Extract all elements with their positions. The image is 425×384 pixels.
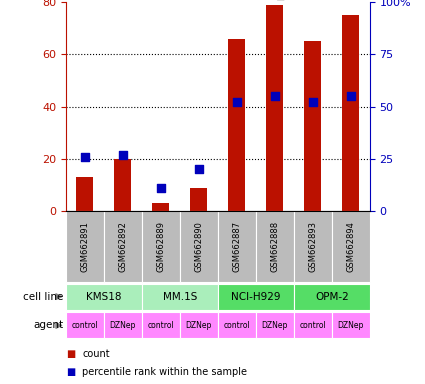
Bar xyxy=(104,313,142,338)
Bar xyxy=(218,211,256,282)
Text: cell line: cell line xyxy=(23,291,64,302)
Text: MM.1S: MM.1S xyxy=(163,291,197,302)
Bar xyxy=(152,204,170,211)
Bar xyxy=(180,211,218,282)
Bar xyxy=(228,38,245,211)
Text: DZNep: DZNep xyxy=(262,321,288,330)
Bar xyxy=(190,188,207,211)
Text: agent: agent xyxy=(34,320,64,331)
Text: NCI-H929: NCI-H929 xyxy=(231,291,280,302)
Text: DZNep: DZNep xyxy=(186,321,212,330)
Bar xyxy=(256,313,294,338)
Text: KMS18: KMS18 xyxy=(86,291,122,302)
Text: GSM662889: GSM662889 xyxy=(156,221,165,272)
Bar xyxy=(294,284,370,310)
Point xyxy=(196,166,202,172)
Text: control: control xyxy=(71,321,98,330)
Text: GSM662887: GSM662887 xyxy=(232,221,241,272)
Text: GSM662893: GSM662893 xyxy=(308,221,317,272)
Text: GSM662892: GSM662892 xyxy=(118,221,127,272)
Point xyxy=(272,93,278,99)
Bar xyxy=(294,313,332,338)
Text: control: control xyxy=(299,321,326,330)
Bar xyxy=(66,284,142,310)
Text: ■: ■ xyxy=(66,349,75,359)
Bar xyxy=(104,211,142,282)
Text: count: count xyxy=(82,349,110,359)
Text: control: control xyxy=(224,321,250,330)
Text: GSM662890: GSM662890 xyxy=(194,221,203,272)
Bar xyxy=(142,284,218,310)
Text: OPM-2: OPM-2 xyxy=(315,291,348,302)
Bar xyxy=(332,211,370,282)
Bar xyxy=(142,211,180,282)
Bar xyxy=(294,211,332,282)
Bar xyxy=(342,15,359,211)
Text: ■: ■ xyxy=(66,367,75,377)
Point xyxy=(309,99,316,106)
Text: DZNep: DZNep xyxy=(337,321,364,330)
Point xyxy=(157,185,164,191)
Bar xyxy=(66,313,104,338)
Text: GSM662891: GSM662891 xyxy=(80,221,89,272)
Text: control: control xyxy=(147,321,174,330)
Bar xyxy=(332,313,370,338)
Text: percentile rank within the sample: percentile rank within the sample xyxy=(82,367,247,377)
Bar xyxy=(76,177,94,211)
Bar xyxy=(66,211,104,282)
Point xyxy=(82,154,88,160)
Bar xyxy=(256,211,294,282)
Bar xyxy=(266,5,283,211)
Bar xyxy=(180,313,218,338)
Bar xyxy=(142,313,180,338)
Point xyxy=(347,93,354,99)
Bar xyxy=(114,159,131,211)
Text: DZNep: DZNep xyxy=(110,321,136,330)
Text: GSM662894: GSM662894 xyxy=(346,221,355,272)
Text: GSM662888: GSM662888 xyxy=(270,221,279,272)
Point xyxy=(119,152,126,158)
Point xyxy=(233,99,240,106)
Bar xyxy=(218,284,294,310)
Bar xyxy=(304,41,321,211)
Bar xyxy=(218,313,256,338)
